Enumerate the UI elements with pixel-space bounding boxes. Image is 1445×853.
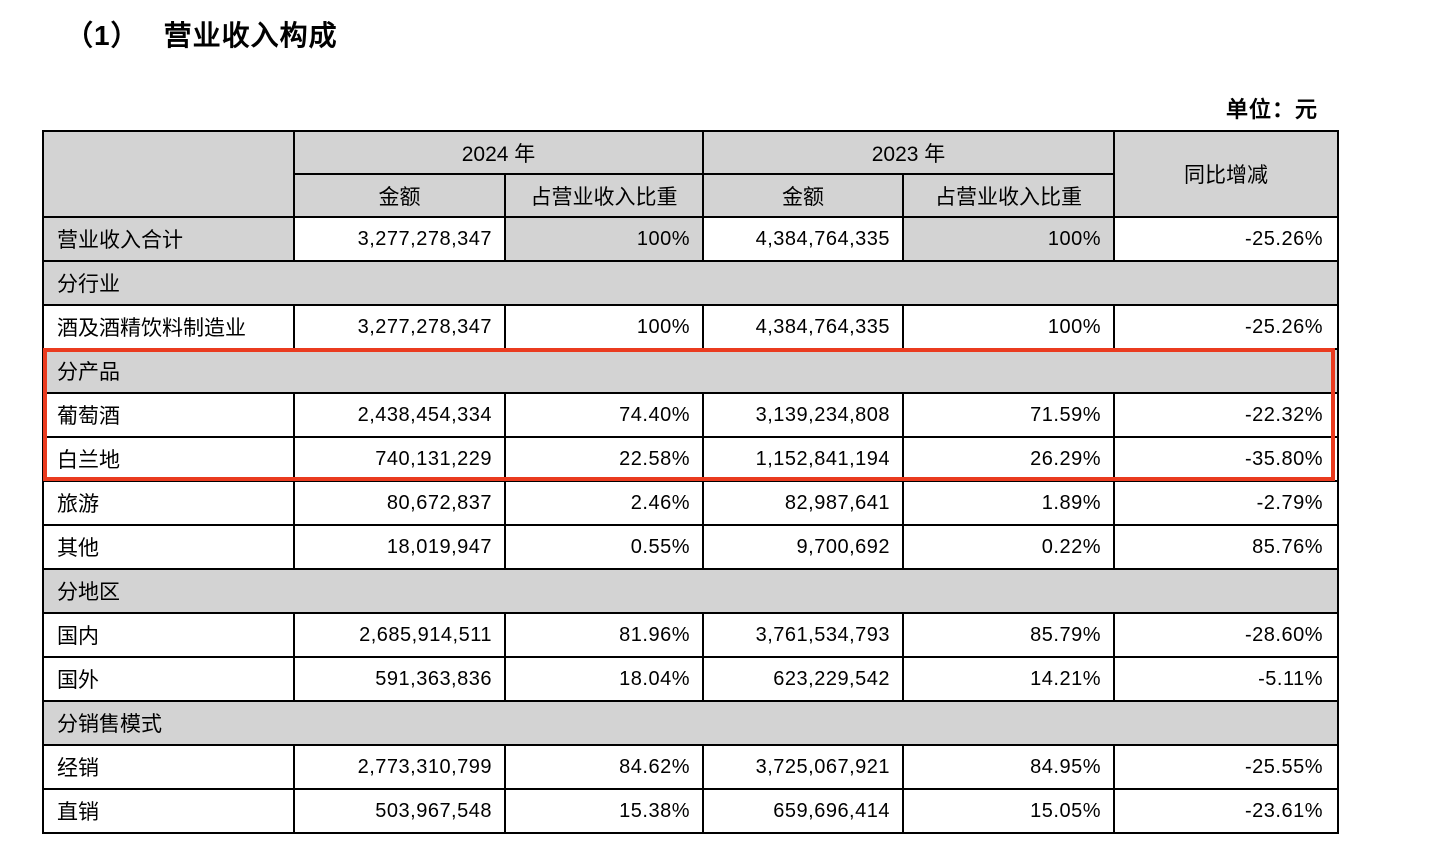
amount-2023-cell: 4,384,764,335 [702, 216, 904, 262]
header-amount-2024: 金额 [293, 173, 506, 218]
table-row-domestic: 国内 2,685,914,511 81.96% 3,761,534,793 85… [42, 612, 1339, 658]
share-2024-cell: 15.38% [504, 788, 704, 834]
yoy-cell: -25.26% [1113, 304, 1339, 350]
amount-2024-cell: 503,967,548 [293, 788, 506, 834]
amount-2024-cell: 2,773,310,799 [293, 744, 506, 790]
amount-2024-cell: 2,685,914,511 [293, 612, 506, 658]
row-label: 国内 [42, 612, 295, 658]
yoy-cell: -2.79% [1113, 480, 1339, 526]
row-label: 直销 [42, 788, 295, 834]
row-label: 营业收入合计 [42, 216, 295, 262]
amount-2024-cell: 18,019,947 [293, 524, 506, 570]
amount-2023-cell: 3,761,534,793 [702, 612, 904, 658]
header-blank-cell [42, 130, 295, 218]
amount-2023-cell: 623,229,542 [702, 656, 904, 702]
section-label: 分地区 [42, 568, 1339, 614]
share-2023-cell: 84.95% [902, 744, 1115, 790]
amount-2024-cell: 80,672,837 [293, 480, 506, 526]
row-label: 白兰地 [42, 436, 295, 482]
header-row-measures: 金额 占营业收入比重 金额 占营业收入比重 [43, 173, 1338, 218]
amount-2024-cell: 3,277,278,347 [293, 304, 506, 350]
section-row-product: 分产品 [42, 348, 1339, 394]
yoy-cell: -22.32% [1113, 392, 1339, 438]
table-row-tourism: 旅游 80,672,837 2.46% 82,987,641 1.89% -2.… [42, 480, 1339, 526]
share-2024-cell: 2.46% [504, 480, 704, 526]
table-row-direct-sales: 直销 503,967,548 15.38% 659,696,414 15.05%… [42, 788, 1339, 834]
share-2024-cell: 100% [504, 304, 704, 350]
share-2023-cell: 71.59% [902, 392, 1115, 438]
amount-2023-cell: 3,725,067,921 [702, 744, 904, 790]
amount-2023-cell: 4,384,764,335 [702, 304, 904, 350]
header-year-2024: 2024 年 [293, 130, 704, 175]
yoy-cell: -23.61% [1113, 788, 1339, 834]
section-label: 分产品 [42, 348, 1339, 394]
table-row-brandy: 白兰地 740,131,229 22.58% 1,152,841,194 26.… [42, 436, 1339, 482]
share-2023-cell: 100% [902, 216, 1115, 262]
unit-label: 单位：元 [1225, 97, 1318, 122]
yoy-cell: -35.80% [1113, 436, 1339, 482]
amount-2023-cell: 3,139,234,808 [702, 392, 904, 438]
share-2024-cell: 84.62% [504, 744, 704, 790]
header-amount-2023: 金额 [702, 173, 904, 218]
share-2024-cell: 18.04% [504, 656, 704, 702]
table-row-total: 营业收入合计 3,277,278,347 100% 4,384,764,335 … [42, 216, 1339, 262]
amount-2023-cell: 659,696,414 [702, 788, 904, 834]
amount-2023-cell: 9,700,692 [702, 524, 904, 570]
share-2023-cell: 26.29% [902, 436, 1115, 482]
yoy-cell: -28.60% [1113, 612, 1339, 658]
amount-2023-cell: 1,152,841,194 [702, 436, 904, 482]
share-2023-cell: 1.89% [902, 480, 1115, 526]
row-label: 经销 [42, 744, 295, 790]
table-row-distribution: 经销 2,773,310,799 84.62% 3,725,067,921 84… [42, 744, 1339, 790]
amount-2024-cell: 2,438,454,334 [293, 392, 506, 438]
amount-2023-cell: 82,987,641 [702, 480, 904, 526]
row-label: 国外 [42, 656, 295, 702]
row-label: 其他 [42, 524, 295, 570]
yoy-cell: 85.76% [1113, 524, 1339, 570]
section-row-region: 分地区 [42, 568, 1339, 614]
table-row-other: 其他 18,019,947 0.55% 9,700,692 0.22% 85.7… [42, 524, 1339, 570]
section-row-sales-model: 分销售模式 [42, 700, 1339, 746]
row-label: 葡萄酒 [42, 392, 295, 438]
yoy-cell: -5.11% [1113, 656, 1339, 702]
page-title: （1） 营业收入构成 [65, 14, 338, 54]
title-text: 营业收入构成 [163, 20, 338, 51]
amount-2024-cell: 3,277,278,347 [293, 216, 506, 262]
share-2024-cell: 0.55% [504, 524, 704, 570]
header-year-2023: 2023 年 [702, 130, 1115, 175]
section-row-industry: 分行业 [42, 260, 1339, 306]
yoy-cell: -25.26% [1113, 216, 1339, 262]
amount-2024-cell: 591,363,836 [293, 656, 506, 702]
title-number: （1） [65, 20, 140, 51]
table-row-overseas: 国外 591,363,836 18.04% 623,229,542 14.21%… [42, 656, 1339, 702]
section-label: 分行业 [42, 260, 1339, 306]
row-label: 酒及酒精饮料制造业 [42, 304, 295, 350]
header-share-2024: 占营业收入比重 [504, 173, 704, 218]
row-label: 旅游 [42, 480, 295, 526]
header-share-2023: 占营业收入比重 [902, 173, 1115, 218]
table-row-wine: 葡萄酒 2,438,454,334 74.40% 3,139,234,808 7… [42, 392, 1339, 438]
share-2024-cell: 22.58% [504, 436, 704, 482]
header-row-years: 2024 年 2023 年 同比增减 [42, 130, 1339, 218]
header-yoy: 同比增减 [1113, 130, 1339, 218]
share-2024-cell: 74.40% [504, 392, 704, 438]
share-2023-cell: 85.79% [902, 612, 1115, 658]
yoy-cell: -25.55% [1113, 744, 1339, 790]
section-label: 分销售模式 [42, 700, 1339, 746]
amount-2024-cell: 740,131,229 [293, 436, 506, 482]
share-2023-cell: 15.05% [902, 788, 1115, 834]
share-2024-cell: 100% [504, 216, 704, 262]
share-2023-cell: 100% [902, 304, 1115, 350]
revenue-composition-table: 2024 年 2023 年 同比增减 金额 占营业收入比重 金额 占营业收入比重… [42, 130, 1339, 834]
share-2023-cell: 14.21% [902, 656, 1115, 702]
table-row-alcohol-industry: 酒及酒精饮料制造业 3,277,278,347 100% 4,384,764,3… [42, 304, 1339, 350]
share-2023-cell: 0.22% [902, 524, 1115, 570]
share-2024-cell: 81.96% [504, 612, 704, 658]
